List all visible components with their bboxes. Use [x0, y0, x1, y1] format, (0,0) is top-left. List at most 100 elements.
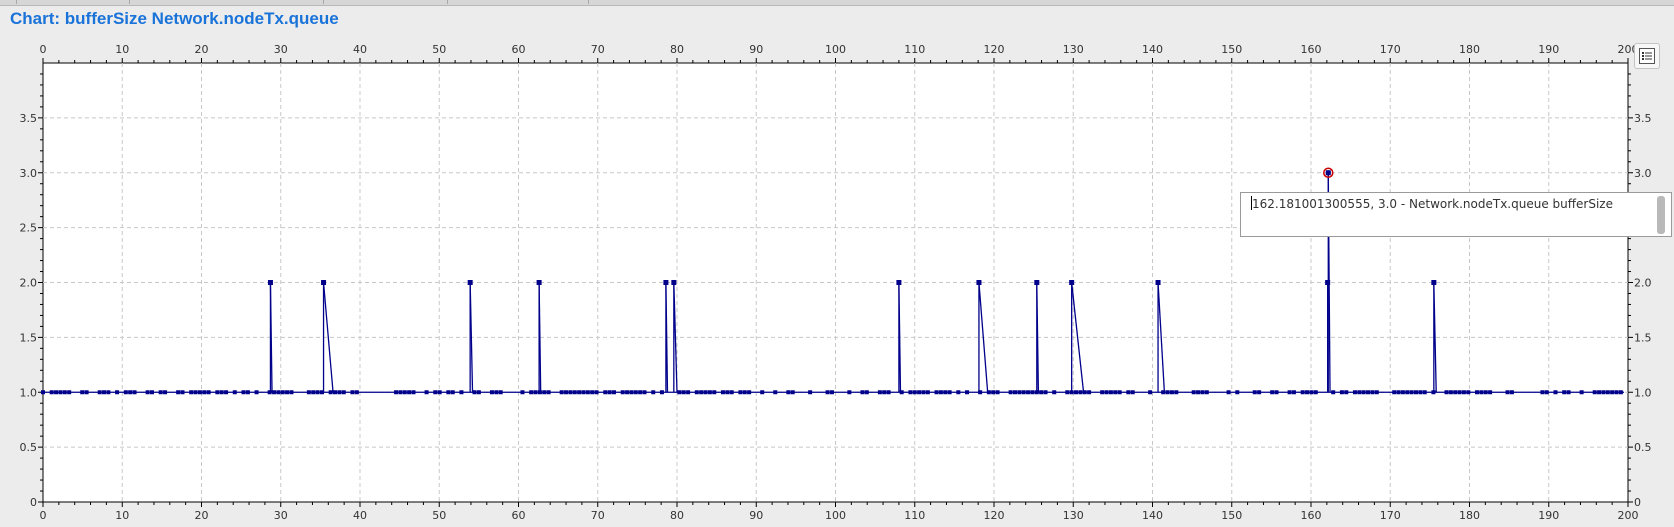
- series-point: [1553, 390, 1558, 395]
- series-point: [877, 390, 882, 395]
- series-point: [62, 390, 67, 395]
- series-point: [1366, 390, 1371, 395]
- series-point: [533, 390, 538, 395]
- x-tick-label-top: 120: [984, 43, 1005, 56]
- series-point: [659, 390, 664, 395]
- series-point: [337, 390, 342, 395]
- series-point: [864, 390, 869, 395]
- series-point: [1287, 390, 1292, 395]
- series-point: [215, 390, 220, 395]
- series-point: [450, 390, 455, 395]
- x-tick-label-top: 110: [904, 43, 925, 56]
- series-point: [712, 390, 717, 395]
- series-point: [808, 390, 813, 395]
- tab[interactable]: [448, 0, 589, 4]
- series-point: [132, 390, 137, 395]
- series-point: [1155, 280, 1161, 285]
- series-point: [163, 390, 168, 395]
- data-point-tooltip[interactable]: 162.181001300555, 3.0 - Network.nodeTx.q…: [1240, 192, 1672, 237]
- series-point: [1509, 390, 1514, 395]
- series-point: [1226, 390, 1231, 395]
- series-point: [825, 390, 830, 395]
- tab[interactable]: [324, 0, 448, 4]
- series-point: [1400, 390, 1405, 395]
- series-point: [790, 390, 795, 395]
- series-spike-down: [322, 282, 334, 393]
- series-point: [319, 390, 324, 395]
- series-point: [1069, 280, 1075, 285]
- x-tick-label: 80: [670, 509, 684, 522]
- series-point: [254, 390, 259, 395]
- y-tick-label-right: 1.0: [1634, 386, 1652, 399]
- legend-toggle-button[interactable]: [1634, 43, 1660, 69]
- series-point: [773, 390, 778, 395]
- series-point: [189, 390, 194, 395]
- series-point: [908, 390, 913, 395]
- series-point: [1257, 390, 1262, 395]
- series-point: [276, 390, 281, 395]
- series-point: [1448, 390, 1453, 395]
- series-spike-down: [673, 282, 678, 393]
- series-spike-down: [1036, 282, 1040, 393]
- series-point: [1597, 390, 1602, 395]
- series-point: [350, 390, 355, 395]
- series-point: [1108, 390, 1113, 395]
- series-point: [651, 390, 656, 395]
- series-point: [1104, 390, 1109, 395]
- series-point: [1475, 390, 1480, 395]
- series-point: [1540, 390, 1545, 395]
- series-point: [80, 390, 85, 395]
- series-point: [128, 390, 133, 395]
- tab[interactable]: [0, 0, 17, 4]
- series-point: [694, 390, 699, 395]
- x-tick-label-top: 40: [353, 43, 367, 56]
- highlighted-point-ring: [1323, 167, 1334, 178]
- series-point: [1461, 390, 1466, 395]
- x-tick-label-top: 30: [274, 43, 288, 56]
- series-spike-down: [469, 282, 474, 393]
- series-point: [1418, 390, 1423, 395]
- tab[interactable]: [17, 0, 130, 4]
- series-point: [629, 390, 634, 395]
- x-tick-label-top: 180: [1459, 43, 1480, 56]
- series-spike-down: [269, 282, 273, 393]
- series-point: [896, 280, 902, 285]
- series-point: [411, 390, 416, 395]
- series-point: [267, 280, 273, 285]
- series-point: [1274, 390, 1279, 395]
- tooltip-scrollbar[interactable]: [1657, 196, 1665, 234]
- series-point: [786, 390, 791, 395]
- series-point: [58, 390, 63, 395]
- y-tick-label: 2.5: [20, 222, 38, 235]
- series-point: [476, 390, 481, 395]
- series-point: [956, 390, 961, 395]
- series-point: [193, 390, 198, 395]
- series-point: [1457, 390, 1462, 395]
- series-point: [760, 390, 765, 395]
- series-point: [537, 390, 542, 395]
- series-spike-down: [898, 282, 902, 393]
- series-point: [1113, 390, 1118, 395]
- tab[interactable]: [130, 0, 324, 4]
- y-tick-label-right: 2.0: [1634, 277, 1652, 290]
- series-point: [1200, 390, 1205, 395]
- series-point: [241, 390, 246, 395]
- x-tick-label-top: 130: [1063, 43, 1084, 56]
- series-point: [925, 390, 930, 395]
- series-point: [536, 280, 542, 285]
- series-point: [947, 390, 952, 395]
- series-point: [1309, 390, 1314, 395]
- series-point: [180, 390, 185, 395]
- series-point: [529, 390, 534, 395]
- series-point: [860, 390, 865, 395]
- series-point: [642, 390, 647, 395]
- series-point: [934, 390, 939, 395]
- series-point: [115, 390, 120, 395]
- series-point: [1601, 390, 1606, 395]
- series-point: [564, 390, 569, 395]
- series-point: [158, 390, 163, 395]
- series-spike-down: [1071, 282, 1085, 393]
- series-point: [611, 390, 616, 395]
- series-point: [1008, 390, 1013, 395]
